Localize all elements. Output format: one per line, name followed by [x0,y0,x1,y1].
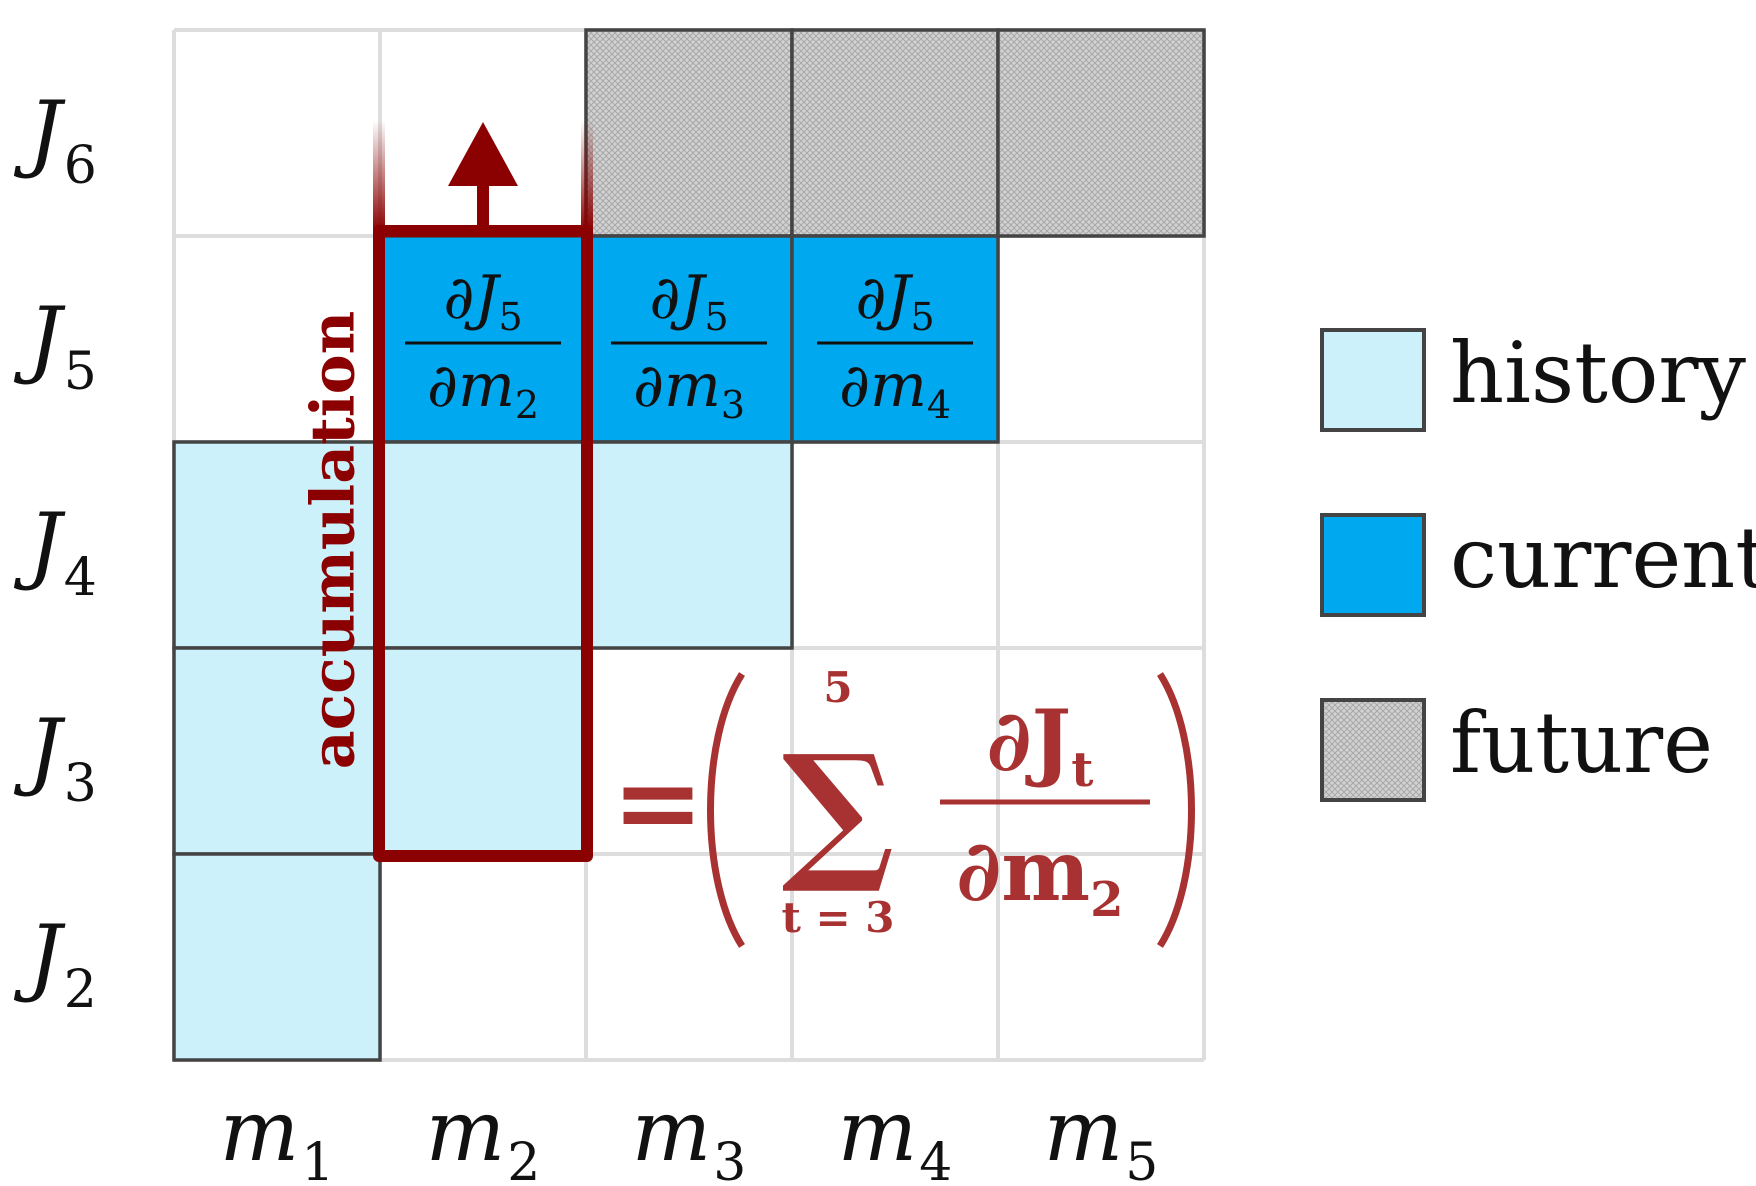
current-fractions: ∂J5 ∂m2 ∂J5 ∂m3 ∂J5 ∂m4 [405,263,973,427]
cells [172,28,1206,1062]
row-label: J3 [13,701,97,814]
formula-equals: = [612,737,704,866]
row-label: J4 [13,495,97,608]
column-label: m2 [426,1082,541,1186]
row-labels: J6 J5 J4 J3 J2 [13,83,97,1020]
history-cell [584,440,794,650]
column-labels: m1 m2 m3 m4 m5 [220,1082,1159,1186]
legend-label-future: future [1450,694,1713,792]
history-cell [172,852,382,1062]
fraction-denominator: ∂m2 [427,351,539,427]
column-label: m3 [632,1082,747,1186]
row-label: J2 [13,907,97,1020]
future-cell [790,28,1000,238]
fraction-denominator: ∂m4 [839,351,951,427]
legend-label-current: current [1450,509,1756,607]
legend-swatch-current [1320,513,1426,617]
accumulation-label: accumulation [299,311,369,770]
fraction-numerator: ∂J5 [855,263,934,339]
history-cell [172,440,382,650]
row-label: J6 [13,83,97,196]
formula-sum-upper: 5 [823,663,852,712]
fraction-denominator: ∂m3 [633,351,745,427]
column-label: m5 [1044,1082,1159,1186]
accumulation-arrow-head [448,122,518,186]
legend-swatch-future [1320,698,1426,802]
legend-swatch-history [1320,328,1426,432]
legend-label-history: history [1450,324,1747,422]
history-cell [172,646,382,856]
row-label: J5 [13,289,97,402]
history-cell [378,646,588,856]
column-label: m1 [220,1082,335,1186]
fraction-numerator: ∂J5 [649,263,728,339]
formula-denominator: ∂m2 [956,821,1123,928]
formula-sum-lower: t = 3 [781,893,894,942]
formula-numerator: ∂Jt [987,691,1094,798]
legend: history current future [1320,324,1756,802]
future-cell [584,28,794,238]
column-label: m4 [838,1082,953,1186]
future-cell [996,28,1206,238]
formula-sigma: ∑ [782,722,895,898]
formula-left-paren [707,672,745,948]
formula-right-paren [1157,672,1195,948]
history-cell [378,440,588,650]
current-cell [790,234,1000,444]
accumulation-box [373,120,593,862]
fraction-numerator: ∂J5 [443,263,522,339]
formula: = 5 ∑ t = 3 ∂Jt ∂m2 [612,663,1195,948]
